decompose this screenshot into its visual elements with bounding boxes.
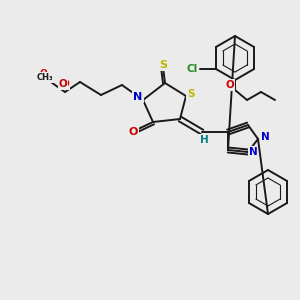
Text: O: O <box>39 70 47 79</box>
Text: CH₃: CH₃ <box>37 74 55 82</box>
Text: S: S <box>159 60 167 70</box>
Text: O: O <box>226 80 234 90</box>
Text: Cl: Cl <box>186 64 198 74</box>
Text: O: O <box>58 79 68 89</box>
Text: N: N <box>261 132 269 142</box>
Text: H: H <box>200 135 208 145</box>
Text: N: N <box>249 147 257 157</box>
Text: O: O <box>61 79 69 89</box>
Text: CH₃: CH₃ <box>37 73 53 82</box>
Text: S: S <box>187 89 195 99</box>
Text: N: N <box>134 92 142 102</box>
Text: O: O <box>128 127 138 137</box>
